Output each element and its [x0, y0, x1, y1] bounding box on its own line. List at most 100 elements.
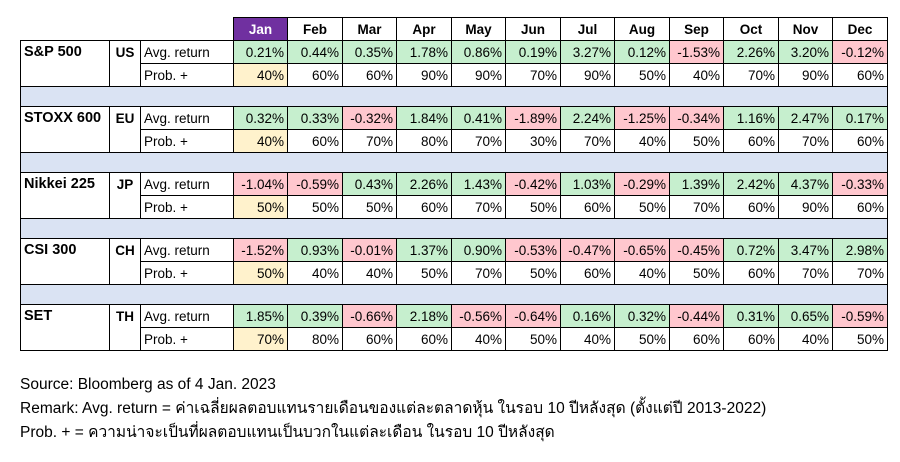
- seasonality-table: Jan Feb Mar Apr May Jun Jul Aug Sep Oct …: [20, 17, 888, 351]
- separator-cell: [20, 86, 888, 107]
- prob-aug-cell: 50%: [614, 195, 670, 219]
- header-blank: [109, 17, 141, 41]
- index-name: [20, 195, 110, 219]
- prob-jul-cell: 40%: [560, 327, 615, 351]
- index-name: [20, 261, 110, 285]
- country-code: JP: [109, 172, 141, 196]
- prob-jun-cell: 30%: [505, 129, 561, 153]
- section-separator: [20, 86, 888, 107]
- avg-return-dec-cell: -0.33%: [832, 172, 888, 196]
- avg-return-jan-cell: 1.85%: [233, 304, 288, 328]
- prob-label: Prob. +: [140, 63, 234, 87]
- prob-feb-cell: 60%: [287, 129, 343, 153]
- avg-return-mar-cell: -0.32%: [342, 106, 397, 130]
- prob-oct-cell: 60%: [723, 129, 779, 153]
- avg-return-nov-cell: 2.47%: [778, 106, 833, 130]
- prob-mar-cell: 70%: [342, 129, 397, 153]
- footnotes: Source: Bloomberg as of 4 Jan. 2023 Rema…: [20, 373, 766, 445]
- prob-aug-cell: 40%: [614, 129, 670, 153]
- prob-apr-cell: 50%: [396, 261, 452, 285]
- avg-return-jul-cell: 3.27%: [560, 40, 615, 64]
- month-header-dec: Dec: [832, 17, 888, 41]
- prob-sep-cell: 60%: [669, 327, 724, 351]
- prob-mar-cell: 60%: [342, 63, 397, 87]
- avg-return-nov-cell: 0.65%: [778, 304, 833, 328]
- prob-sep-cell: 40%: [669, 63, 724, 87]
- prob-jan-cell: 40%: [233, 63, 288, 87]
- month-header-aug: Aug: [614, 17, 670, 41]
- prob-row: Prob. +40% 60% 60% 90% 90% 70% 90% 50% 40% 70% 90%…: [20, 63, 888, 87]
- avg-return-row: CSI 300 CH Avg. return -1.52% 0.93% -0.01% 1.3…: [20, 238, 888, 262]
- avg-return-nov-cell: 4.37%: [778, 172, 833, 196]
- avg-return-sep-cell: 1.39%: [669, 172, 724, 196]
- avg-return-oct-cell: 2.42%: [723, 172, 779, 196]
- prob-apr-cell: 90%: [396, 63, 452, 87]
- avg-return-sep-cell: -0.45%: [669, 238, 724, 262]
- prob-feb-cell: 50%: [287, 195, 343, 219]
- avg-return-jul-cell: -0.47%: [560, 238, 615, 262]
- avg-return-row: Nikkei 225 JP Avg. return -1.04% -0.59% 0.43%…: [20, 172, 888, 196]
- prob-mar-cell: 60%: [342, 327, 397, 351]
- avg-return-jul-cell: 0.16%: [560, 304, 615, 328]
- avg-return-jan-cell: -1.04%: [233, 172, 288, 196]
- avg-return-may-cell: -0.56%: [451, 304, 506, 328]
- country-code: EU: [109, 106, 141, 130]
- avg-return-label: Avg. return: [140, 304, 234, 328]
- section-separator: [20, 152, 888, 173]
- prob-jul-cell: 60%: [560, 195, 615, 219]
- index-name: [20, 63, 110, 87]
- header-blank: [140, 17, 234, 41]
- section-separator: [20, 218, 888, 239]
- country-code: [109, 327, 141, 351]
- avg-return-apr-cell: 1.37%: [396, 238, 452, 262]
- index-name: S&P 500: [20, 40, 110, 64]
- avg-return-mar-cell: 0.35%: [342, 40, 397, 64]
- avg-return-jul-cell: 1.03%: [560, 172, 615, 196]
- avg-return-aug-cell: -0.29%: [614, 172, 670, 196]
- remark-note: Remark: Avg. return = ค่าเฉลี่ยผลตอบแทนร…: [20, 400, 767, 417]
- prob-row: Prob. +50% 40% 40% 50% 70% 50% 60% 40% 50% 60% 70%…: [20, 261, 888, 285]
- country-code: US: [109, 40, 141, 64]
- avg-return-sep-cell: -1.53%: [669, 40, 724, 64]
- avg-return-may-cell: 0.86%: [451, 40, 506, 64]
- prob-nov-cell: 90%: [778, 63, 833, 87]
- prob-jan-cell: 50%: [233, 195, 288, 219]
- index-name: SET: [20, 304, 110, 328]
- avg-return-feb-cell: 0.44%: [287, 40, 343, 64]
- prob-dec-cell: 60%: [832, 195, 888, 219]
- prob-nov-cell: 70%: [778, 261, 833, 285]
- prob-oct-cell: 60%: [723, 195, 779, 219]
- prob-mar-cell: 40%: [342, 261, 397, 285]
- prob-dec-cell: 60%: [832, 129, 888, 153]
- country-code: [109, 63, 141, 87]
- prob-may-cell: 70%: [451, 261, 506, 285]
- month-header-jul: Jul: [560, 17, 615, 41]
- prob-jan-cell: 70%: [233, 327, 288, 351]
- index-name: STOXX 600: [20, 106, 110, 130]
- prob-apr-cell: 60%: [396, 195, 452, 219]
- avg-return-nov-cell: 3.20%: [778, 40, 833, 64]
- avg-return-dec-cell: -0.59%: [832, 304, 888, 328]
- prob-label: Prob. +: [140, 327, 234, 351]
- prob-feb-cell: 40%: [287, 261, 343, 285]
- avg-return-mar-cell: 0.43%: [342, 172, 397, 196]
- source-note: Source: Bloomberg as of 4 Jan. 2023: [20, 376, 276, 393]
- avg-return-sep-cell: -0.34%: [669, 106, 724, 130]
- prob-may-cell: 40%: [451, 327, 506, 351]
- avg-return-row: SET TH Avg. return 1.85% 0.39% -0.66% 2.18% -0.…: [20, 304, 888, 328]
- separator-cell: [20, 284, 888, 305]
- month-header-oct: Oct: [723, 17, 779, 41]
- country-code: [109, 129, 141, 153]
- avg-return-label: Avg. return: [140, 172, 234, 196]
- country-code: TH: [109, 304, 141, 328]
- avg-return-label: Avg. return: [140, 40, 234, 64]
- month-header-feb: Feb: [287, 17, 343, 41]
- month-header-jun: Jun: [505, 17, 561, 41]
- header-blank: [20, 17, 110, 41]
- avg-return-oct-cell: 0.72%: [723, 238, 779, 262]
- prob-may-cell: 90%: [451, 63, 506, 87]
- prob-feb-cell: 80%: [287, 327, 343, 351]
- avg-return-apr-cell: 2.18%: [396, 304, 452, 328]
- country-code: CH: [109, 238, 141, 262]
- prob-label: Prob. +: [140, 129, 234, 153]
